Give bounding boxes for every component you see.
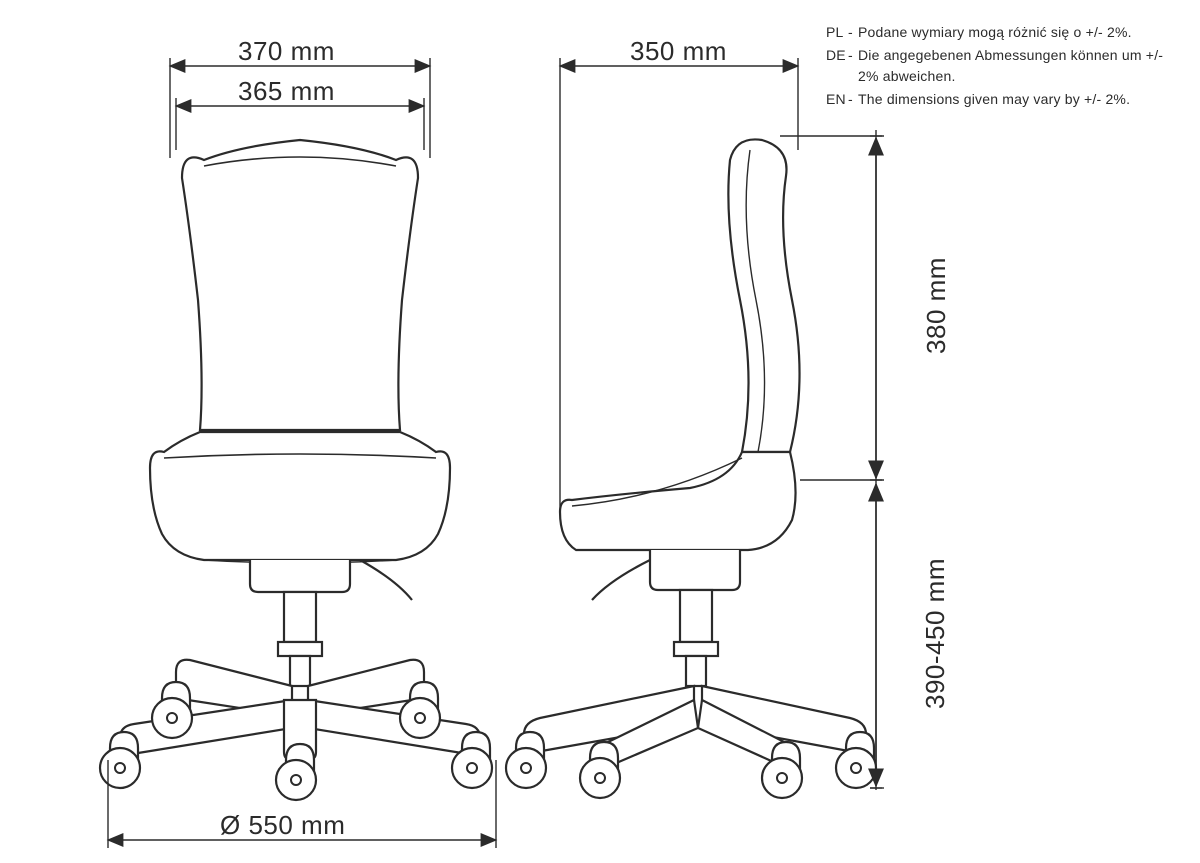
front-backrest [182,140,418,430]
front-seat [150,432,450,560]
side-seat [560,452,796,550]
drawing-svg [0,0,1200,863]
technical-drawing-page: PL - Podane wymiary mogą różnić się o +/… [0,0,1200,863]
front-view [100,140,492,800]
side-view [506,139,876,798]
